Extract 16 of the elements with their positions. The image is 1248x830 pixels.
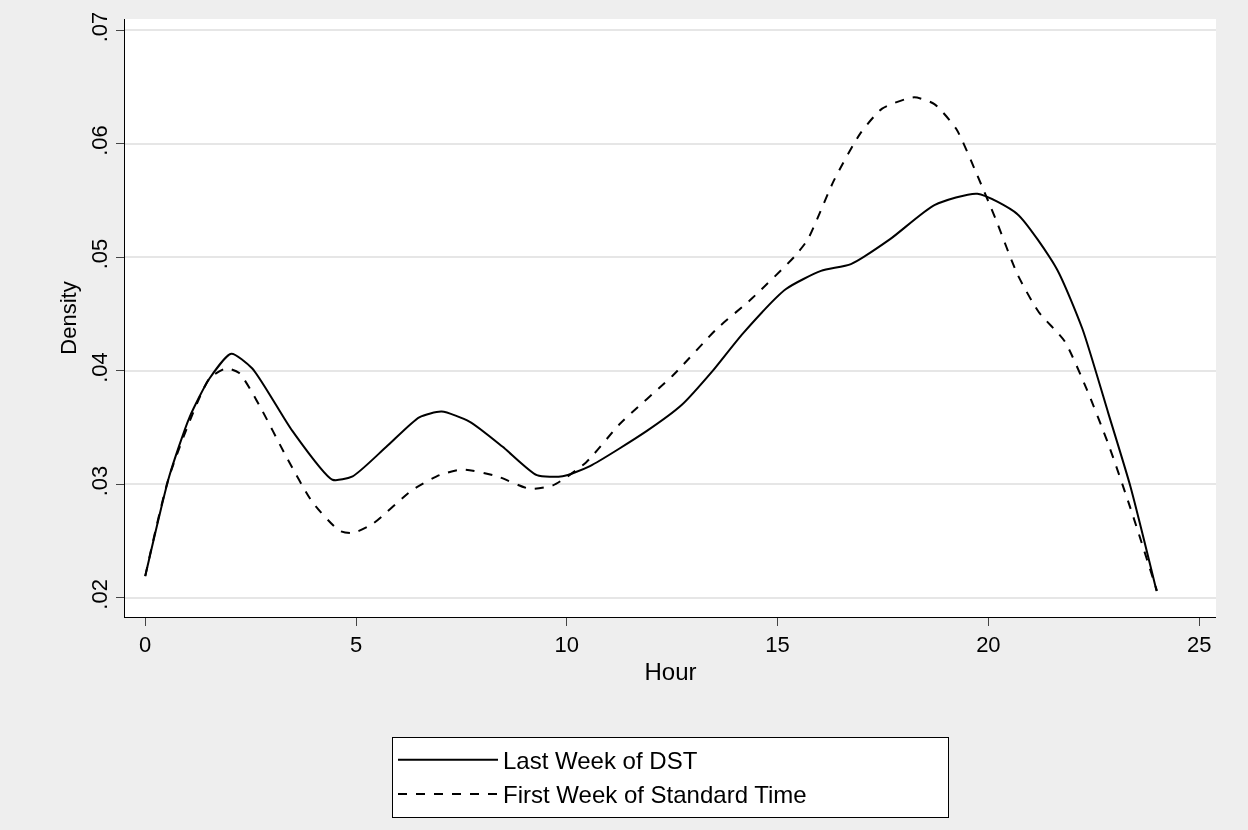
x-axis-title: Hour — [644, 657, 697, 685]
y-axis-title: Density — [56, 281, 81, 355]
y-tick-label: .03 — [87, 465, 113, 497]
y-tick-label: .04 — [87, 352, 113, 383]
x-tick-label: 10 — [554, 632, 580, 658]
y-tick-label: .02 — [87, 579, 113, 610]
x-tick-label: 5 — [349, 632, 363, 658]
legend-label: First Week of Standard Time — [503, 781, 807, 809]
x-tick-label: 20 — [976, 632, 1001, 658]
legend-label: Last Week of DST — [503, 747, 698, 775]
x-tick-label: 25 — [1186, 632, 1212, 658]
y-tick-label: .05 — [87, 238, 113, 270]
x-tick-label: 0 — [139, 632, 152, 658]
y-tick-label: .07 — [87, 11, 113, 43]
y-tick-label: .06 — [87, 125, 113, 156]
x-tick-label: 15 — [765, 632, 790, 658]
